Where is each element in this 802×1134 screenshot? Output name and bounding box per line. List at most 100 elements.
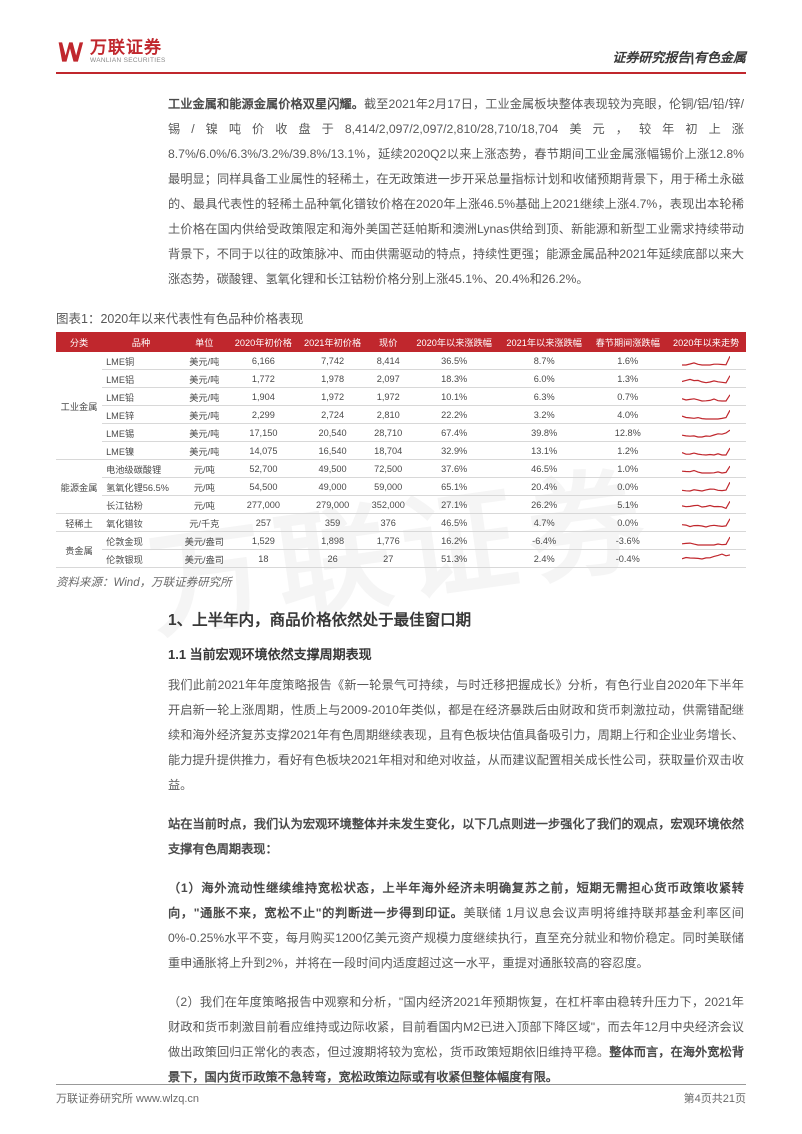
- table-cell: 16.2%: [409, 532, 499, 550]
- table-row: 能源金属电池级碳酸锂元/吨52,70049,50072,50037.6%46.5…: [56, 460, 746, 478]
- sparkline-cell: [666, 442, 746, 460]
- table-cell: 54,500: [229, 478, 298, 496]
- table-header-cell: 2021年初价格: [298, 332, 367, 352]
- table-cell: 36.5%: [409, 352, 499, 370]
- sparkline-icon: [682, 444, 730, 456]
- paragraph-4: （2）我们在年度策略报告中观察和分析，"国内经济2021年预期恢复，在杠杆率由稳…: [168, 990, 744, 1090]
- table-cell: 2.4%: [499, 550, 589, 568]
- table-cell: 7,742: [298, 352, 367, 370]
- table-cell: 20,540: [298, 424, 367, 442]
- table-cell: 46.5%: [409, 514, 499, 532]
- sparkline-cell: [666, 550, 746, 568]
- sparkline-icon: [682, 390, 730, 402]
- table-header-cell: 2020年初价格: [229, 332, 298, 352]
- table-row: LME锌美元/吨2,2992,7242,81022.2%3.2%4.0%: [56, 406, 746, 424]
- table-cell: 8,414: [367, 352, 409, 370]
- table-cell: 13.1%: [499, 442, 589, 460]
- table-cell: 氢氧化锂56.5%: [102, 478, 180, 496]
- table-cell: 氧化镨钕: [102, 514, 180, 532]
- table-row: 贵金属伦敦金现美元/盎司1,5291,8981,77616.2%-6.4%-3.…: [56, 532, 746, 550]
- table-cell: LME铜: [102, 352, 180, 370]
- table-cell: 5.1%: [589, 496, 666, 514]
- table-header-cell: 单位: [180, 332, 229, 352]
- table-cell: 277,000: [229, 496, 298, 514]
- table-cell: 17,150: [229, 424, 298, 442]
- table-row: 长江钴粉元/吨277,000279,000352,00027.1%26.2%5.…: [56, 496, 746, 514]
- table-row: LME铝美元/吨1,7721,9782,09718.3%6.0%1.3%: [56, 370, 746, 388]
- sparkline-icon: [682, 408, 730, 420]
- table-cell: 49,500: [298, 460, 367, 478]
- table-cell: 1,898: [298, 532, 367, 550]
- table-cell: 2,299: [229, 406, 298, 424]
- table-cell: 1,529: [229, 532, 298, 550]
- table-cell: 元/吨: [180, 478, 229, 496]
- table-cell: 16,540: [298, 442, 367, 460]
- header-category: 证券研究报告|有色金属: [612, 47, 746, 66]
- table-cell: 28,710: [367, 424, 409, 442]
- table-cell: 1,972: [298, 388, 367, 406]
- table-cell: 1.3%: [589, 370, 666, 388]
- table-cell: 52,700: [229, 460, 298, 478]
- table-cell: 257: [229, 514, 298, 532]
- table-cell: 1,972: [367, 388, 409, 406]
- table-cell: 美元/吨: [180, 424, 229, 442]
- table-cell: 1,978: [298, 370, 367, 388]
- category-cell: 工业金属: [56, 352, 102, 460]
- sparkline-cell: [666, 388, 746, 406]
- logo: 万联证券 WANLIAN SECURITIES: [56, 38, 166, 66]
- table-cell: 美元/吨: [180, 370, 229, 388]
- table-row: 工业金属LME铜美元/吨6,1667,7428,41436.5%8.7%1.6%: [56, 352, 746, 370]
- table-cell: 12.8%: [589, 424, 666, 442]
- sparkline-cell: [666, 460, 746, 478]
- category-cell: 轻稀土: [56, 514, 102, 532]
- sparkline-cell: [666, 424, 746, 442]
- table-cell: 3.2%: [499, 406, 589, 424]
- table-cell: LME锡: [102, 424, 180, 442]
- table-cell: 27.1%: [409, 496, 499, 514]
- table-cell: 1.0%: [589, 460, 666, 478]
- table-cell: 359: [298, 514, 367, 532]
- table-header-cell: 现价: [367, 332, 409, 352]
- table-cell: 18: [229, 550, 298, 568]
- logo-text-cn: 万联证券: [90, 39, 166, 56]
- category-cell: 贵金属: [56, 532, 102, 568]
- table-cell: LME锌: [102, 406, 180, 424]
- sparkline-icon: [682, 462, 730, 474]
- table-cell: 2,097: [367, 370, 409, 388]
- table-cell: -6.4%: [499, 532, 589, 550]
- table-cell: 1,904: [229, 388, 298, 406]
- section-heading-1: 1、上半年内，商品价格依然处于最佳窗口期: [168, 608, 744, 630]
- table-cell: 32.9%: [409, 442, 499, 460]
- table-cell: 46.5%: [499, 460, 589, 478]
- sparkline-icon: [682, 372, 730, 384]
- table-cell: 1,772: [229, 370, 298, 388]
- sparkline-cell: [666, 514, 746, 532]
- table-header-cell: 春节期间涨跌幅: [589, 332, 666, 352]
- table-cell: LME铝: [102, 370, 180, 388]
- table-row: 轻稀土氧化镨钕元/千克25735937646.5%4.7%0.0%: [56, 514, 746, 532]
- sparkline-icon: [682, 498, 730, 510]
- table-cell: 18,704: [367, 442, 409, 460]
- sparkline-icon: [682, 516, 730, 528]
- table-cell: 49,000: [298, 478, 367, 496]
- paragraph-1: 我们此前2021年年度策略报告《新一轮景气可持续，与时迁移把握成长》分析，有色行…: [168, 673, 744, 798]
- table-cell: 26.2%: [499, 496, 589, 514]
- table-cell: 8.7%: [499, 352, 589, 370]
- table-cell: 美元/盎司: [180, 532, 229, 550]
- table-row: LME镍美元/吨14,07516,54018,70432.9%13.1%1.2%: [56, 442, 746, 460]
- table-cell: 352,000: [367, 496, 409, 514]
- figure-title: 图表1：2020年以来代表性有色品种价格表现: [56, 308, 746, 327]
- intro-paragraph: 工业金属和能源金属价格双星闪耀。截至2021年2月17日，工业金属板块整体表现较…: [168, 92, 744, 292]
- price-table: 分类品种单位2020年初价格2021年初价格现价2020年以来涨跌幅2021年以…: [56, 332, 746, 568]
- category-cell: 能源金属: [56, 460, 102, 514]
- table-cell: 6.0%: [499, 370, 589, 388]
- table-cell: 美元/吨: [180, 406, 229, 424]
- table-header-cell: 2020年以来走势: [666, 332, 746, 352]
- table-row: LME锡美元/吨17,15020,54028,71067.4%39.8%12.8…: [56, 424, 746, 442]
- table-cell: 10.1%: [409, 388, 499, 406]
- table-cell: 4.7%: [499, 514, 589, 532]
- table-cell: 20.4%: [499, 478, 589, 496]
- table-cell: 51.3%: [409, 550, 499, 568]
- table-cell: 美元/吨: [180, 442, 229, 460]
- sparkline-cell: [666, 352, 746, 370]
